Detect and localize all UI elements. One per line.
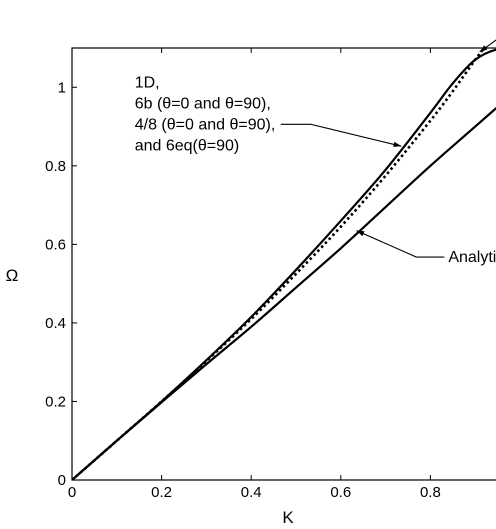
x-axis-label: K [282, 508, 294, 527]
annotation-text: and 6eq(θ=90) [135, 137, 240, 154]
annotations: 6eq(θ=0) 1D, 6b (θ=0 and θ=90), 4/8 (θ=0 an… [135, 39, 496, 266]
annotation-leader [280, 123, 402, 147]
axis-ticks: 0 0.2 0.4 0.6 0.8 0 0.2 0.4 0.6 0.8 1 [45, 48, 441, 501]
annotation-text: 6b (θ=0 and θ=90), [135, 95, 271, 112]
annotation-text: 1D, [135, 74, 160, 91]
x-tick-label: 0.2 [151, 484, 172, 501]
x-tick-label: 0.4 [241, 484, 262, 501]
annotation-3: Analytical [356, 230, 496, 266]
annotation-2: 1D, 6b (θ=0 and θ=90), 4/8 (θ=0 and θ=90),… [135, 74, 402, 154]
annotation-text: 4/8 (θ=0 and θ=90), [135, 116, 276, 133]
y-tick-label: 0.2 [45, 393, 66, 410]
annotation-leader [356, 230, 445, 258]
y-tick-label: 0.6 [45, 236, 66, 253]
x-tick-label: 0.8 [420, 484, 441, 501]
x-tick-label: 0 [68, 484, 76, 501]
y-axis-label: Ω [6, 266, 19, 285]
annotation-text: Analytical [448, 249, 496, 266]
series-line-1 [72, 48, 496, 480]
y-tick-label: 0.4 [45, 315, 66, 332]
series-line-3 [72, 106, 496, 480]
series-group [72, 48, 496, 480]
x-tick-label: 0.6 [330, 484, 351, 501]
y-tick-label: 1 [58, 79, 66, 96]
y-tick-label: 0 [58, 472, 66, 489]
annotation-leader [479, 39, 496, 53]
plot-frame [71, 47, 496, 481]
y-tick-label: 0.8 [45, 158, 66, 175]
plot-area-border [71, 47, 496, 481]
annotation-1: 6eq(θ=0) [479, 39, 496, 53]
series-line-2 [72, 48, 486, 480]
